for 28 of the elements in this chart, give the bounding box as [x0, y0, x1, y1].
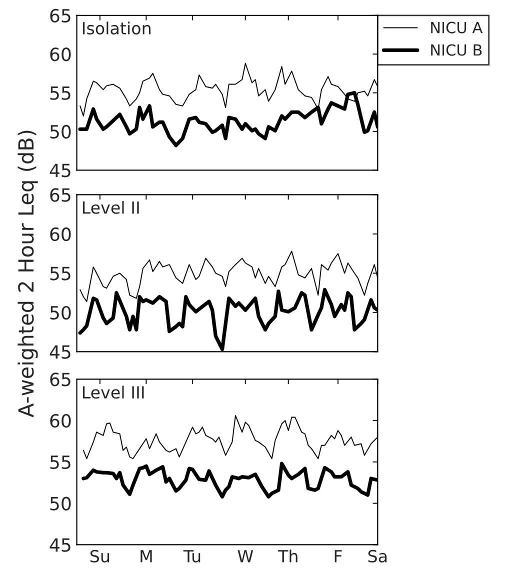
chart-title: Level III	[82, 386, 144, 399]
y-tick-label: 55	[50, 456, 70, 470]
x-tick-label: Sa	[368, 550, 387, 562]
y-tick-label: 45	[50, 538, 70, 552]
x-tick-label: Tu	[183, 550, 200, 562]
chart-title: Level II	[82, 200, 139, 214]
legend-label: NICU A	[431, 22, 483, 34]
x-tick-label: M	[140, 550, 152, 562]
y-tick-label: 45	[50, 164, 70, 178]
y-tick-label: 65	[50, 188, 70, 202]
y-tick-label: 55	[50, 266, 70, 280]
x-tick-label: F	[334, 550, 342, 562]
legend-label: NICU B	[431, 44, 482, 56]
y-tick-label: 60	[50, 48, 71, 62]
x-tick-label: W	[238, 550, 254, 562]
y-tick-label: 50	[50, 306, 71, 320]
y-tick-label: 60	[50, 414, 71, 428]
x-tick-label: Th	[278, 550, 298, 562]
y-tick-label: 45	[50, 345, 70, 359]
y-tick-label: 55	[50, 86, 70, 100]
y-tick-label: 50	[50, 496, 71, 510]
y-tick-label: 65	[50, 8, 70, 23]
y-tick-label: 60	[50, 227, 71, 242]
y-axis-title: A-weighted 2 Hour Leq (dB)	[18, 130, 38, 418]
y-tick-label: 50	[50, 124, 71, 139]
chart-title: Isolation	[82, 22, 150, 35]
y-tick-label: 65	[50, 372, 70, 386]
x-tick-label: Su	[90, 550, 109, 562]
